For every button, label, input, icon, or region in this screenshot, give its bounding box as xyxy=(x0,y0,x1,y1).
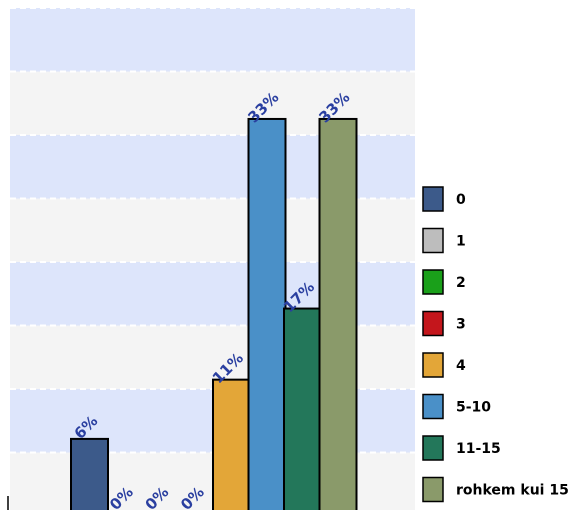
legend-swatch xyxy=(422,227,444,254)
bar-rohkem-kui-15 xyxy=(318,117,358,510)
grid-band xyxy=(10,8,415,72)
bar-0 xyxy=(70,437,109,510)
legend: 0 1 2 3 4 5-10 11-15 rohkem kui 15 xyxy=(422,186,569,503)
bar-5-10 xyxy=(247,117,287,510)
legend-label: 4 xyxy=(456,358,466,374)
legend-swatch xyxy=(422,352,444,378)
legend-label: 0 xyxy=(456,192,466,208)
legend-label: 5-10 xyxy=(456,400,491,416)
legend-swatch xyxy=(422,435,444,461)
legend-label: 1 xyxy=(456,234,466,250)
legend-label: 2 xyxy=(456,275,466,291)
legend-item: 11-15 xyxy=(422,435,501,461)
legend-item: 0 xyxy=(422,186,466,212)
legend-item: rohkem kui 15 xyxy=(422,476,569,503)
bar-4 xyxy=(212,378,251,510)
legend-swatch xyxy=(422,476,444,503)
legend-swatch xyxy=(422,310,444,337)
legend-swatch xyxy=(422,393,444,420)
bar-11-15 xyxy=(283,307,322,510)
bars-group xyxy=(70,117,358,510)
legend-item: 3 xyxy=(422,310,466,337)
legend-label: 11-15 xyxy=(456,441,501,457)
legend-item: 4 xyxy=(422,352,466,378)
legend-swatch xyxy=(422,186,444,212)
legend-label: rohkem kui 15 xyxy=(456,483,569,499)
legend-item: 5-10 xyxy=(422,393,491,420)
legend-item: 2 xyxy=(422,269,466,295)
legend-item: 1 xyxy=(422,227,466,254)
legend-swatch xyxy=(422,269,444,295)
legend-label: 3 xyxy=(456,317,466,333)
